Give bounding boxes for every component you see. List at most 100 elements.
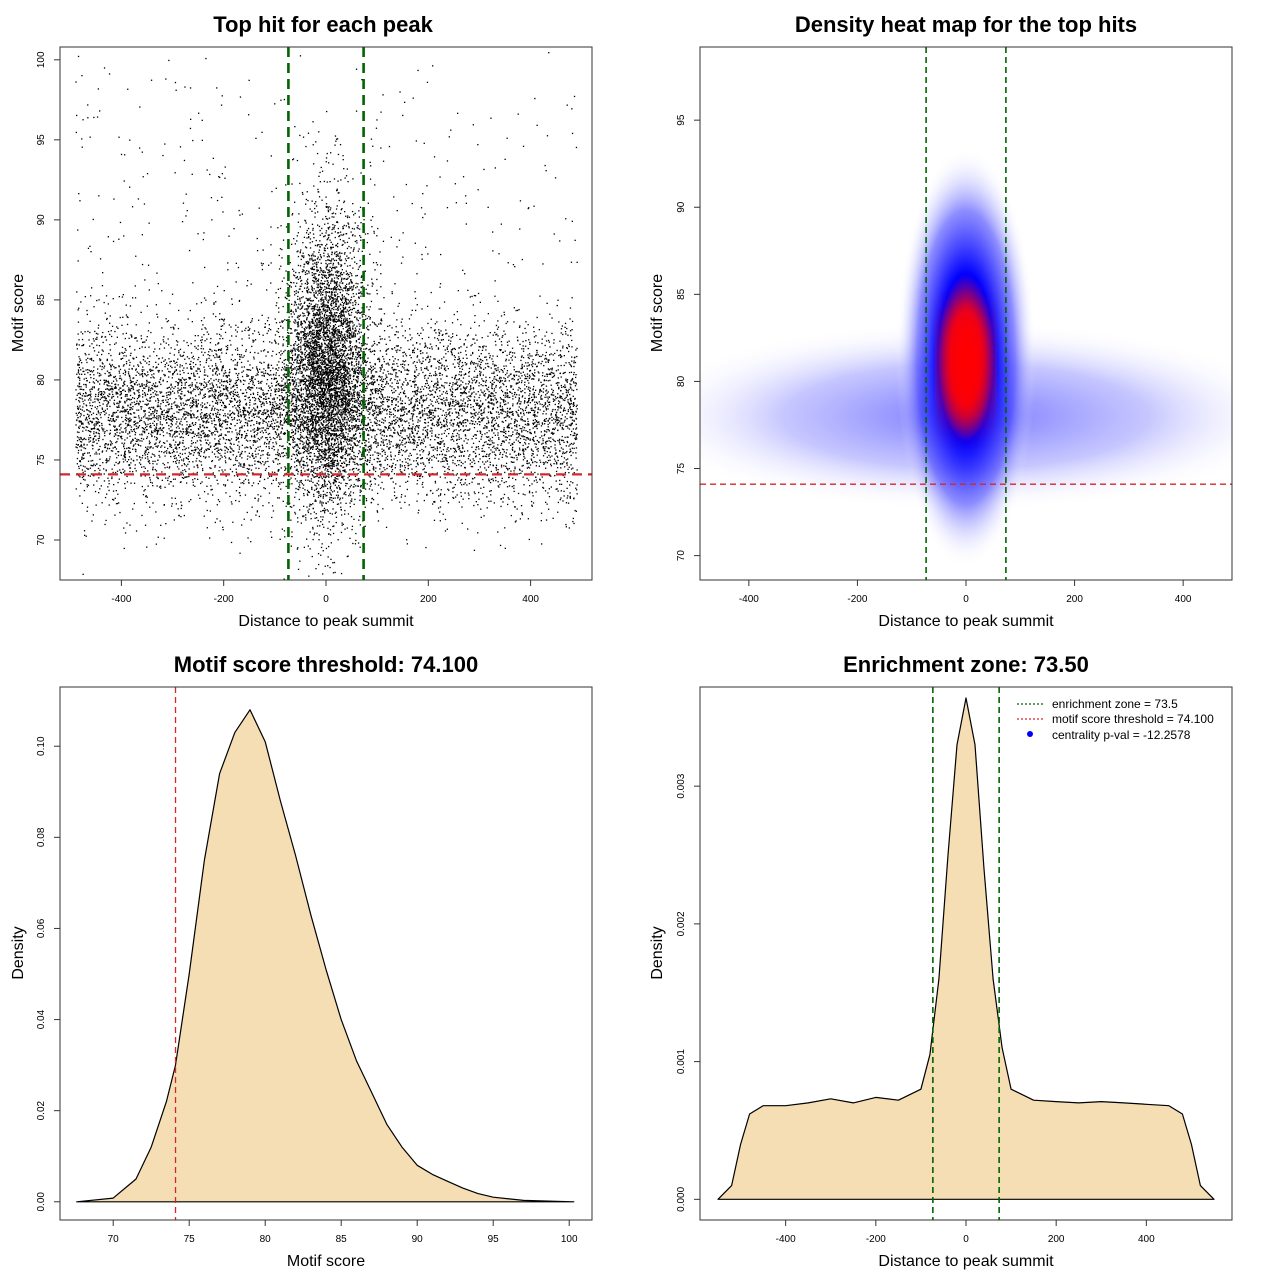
- scatter-point: [253, 445, 254, 446]
- scatter-point: [368, 411, 369, 412]
- scatter-point: [182, 365, 183, 366]
- scatter-point: [154, 417, 155, 418]
- scatter-point: [100, 258, 101, 259]
- scatter-point: [235, 464, 236, 465]
- scatter-point: [347, 359, 348, 360]
- scatter-point: [440, 422, 441, 423]
- scatter-point: [417, 349, 418, 350]
- scatter-point: [112, 469, 113, 470]
- scatter-point: [497, 335, 498, 336]
- scatter-point: [241, 427, 242, 428]
- scatter-point: [549, 488, 550, 489]
- scatter-point: [370, 446, 371, 447]
- scatter-point: [163, 341, 164, 342]
- scatter-point: [287, 442, 288, 443]
- scatter-point: [341, 438, 342, 439]
- scatter-point: [504, 482, 505, 483]
- scatter-point: [160, 403, 161, 404]
- scatter-point: [484, 357, 485, 358]
- scatter-point: [164, 143, 165, 144]
- scatter-point: [253, 424, 254, 425]
- scatter-point: [175, 82, 176, 83]
- scatter-point: [556, 424, 557, 425]
- scatter-point: [222, 325, 223, 326]
- scatter-point: [445, 349, 446, 350]
- scatter-point: [203, 422, 204, 423]
- scatter-point: [460, 346, 461, 347]
- scatter-point: [175, 455, 176, 456]
- scatter-point: [233, 454, 234, 455]
- scatter-point: [126, 476, 127, 477]
- scatter-point: [368, 438, 369, 439]
- scatter-point: [359, 480, 360, 481]
- scatter-point: [219, 349, 220, 350]
- scatter-point: [524, 414, 525, 415]
- scatter-point: [544, 448, 545, 449]
- scatter-point: [248, 472, 249, 473]
- scatter-point: [415, 393, 416, 394]
- scatter-point: [504, 527, 505, 528]
- scatter-point: [484, 408, 485, 409]
- scatter-point: [114, 465, 115, 466]
- scatter-point: [490, 413, 491, 414]
- scatter-point: [206, 413, 207, 414]
- scatter-point: [416, 390, 417, 391]
- scatter-point: [452, 322, 453, 323]
- scatter-point: [257, 392, 258, 393]
- scatter-point: [271, 416, 272, 417]
- scatter-point: [437, 388, 438, 389]
- scatter-point: [491, 385, 492, 386]
- scatter-point: [481, 353, 482, 354]
- scatter-point: [457, 387, 458, 388]
- scatter-point: [403, 355, 404, 356]
- scatter-point: [577, 469, 578, 470]
- scatter-point: [125, 415, 126, 416]
- scatter-point: [198, 448, 199, 449]
- scatter-point: [391, 471, 392, 472]
- scatter-point: [381, 449, 382, 450]
- scatter-point: [412, 442, 413, 443]
- scatter-point: [125, 459, 126, 460]
- scatter-point: [500, 412, 501, 413]
- scatter-point: [270, 393, 271, 394]
- scatter-point: [389, 441, 390, 442]
- scatter-point: [189, 358, 190, 359]
- scatter-point: [119, 352, 120, 353]
- scatter-point: [276, 478, 277, 479]
- scatter-point: [373, 369, 374, 370]
- scatter-point: [283, 351, 284, 352]
- scatter-point: [190, 410, 191, 411]
- scatter-point: [270, 370, 271, 371]
- scatter-point: [495, 167, 496, 168]
- scatter-point: [473, 458, 474, 459]
- scatter-point: [552, 377, 553, 378]
- scatter-point: [399, 379, 400, 380]
- scatter-point: [214, 350, 215, 351]
- scatter-point: [76, 291, 77, 292]
- scatter-point: [445, 418, 446, 419]
- scatter-point: [398, 425, 399, 426]
- scatter-point: [195, 385, 196, 386]
- scatter-point: [222, 423, 223, 424]
- scatter-point: [142, 376, 143, 377]
- scatter-point: [525, 332, 526, 333]
- scatter-point: [166, 440, 167, 441]
- scatter-point: [174, 458, 175, 459]
- scatter-point: [190, 407, 191, 408]
- scatter-point: [508, 442, 509, 443]
- scatter-point: [200, 461, 201, 462]
- scatter-point: [160, 525, 161, 526]
- scatter-point: [211, 350, 212, 351]
- scatter-point: [484, 433, 485, 434]
- scatter-point: [417, 398, 418, 399]
- scatter-point: [459, 456, 460, 457]
- scatter-point: [452, 433, 453, 434]
- scatter-point: [270, 395, 271, 396]
- scatter-point: [96, 414, 97, 415]
- scatter-point: [561, 332, 562, 333]
- scatter-point: [413, 460, 414, 461]
- scatter-point: [399, 91, 400, 92]
- scatter-point: [456, 451, 457, 452]
- scatter-point: [166, 392, 167, 393]
- scatter-point: [130, 382, 131, 383]
